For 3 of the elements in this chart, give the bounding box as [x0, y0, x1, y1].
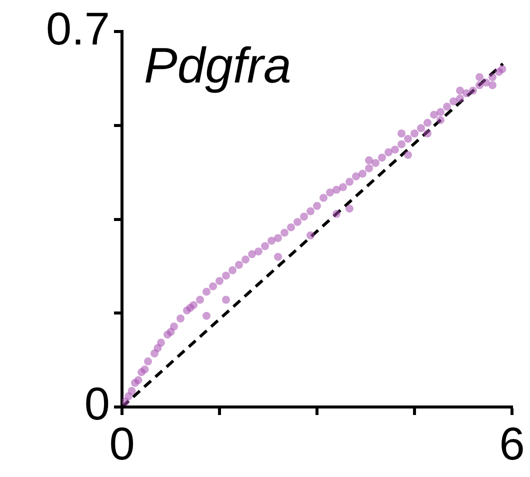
x-tick-label: 6 — [499, 417, 525, 470]
chart-title: Pdgfra — [144, 38, 292, 94]
y-tick-label: 0.7 — [46, 2, 110, 54]
